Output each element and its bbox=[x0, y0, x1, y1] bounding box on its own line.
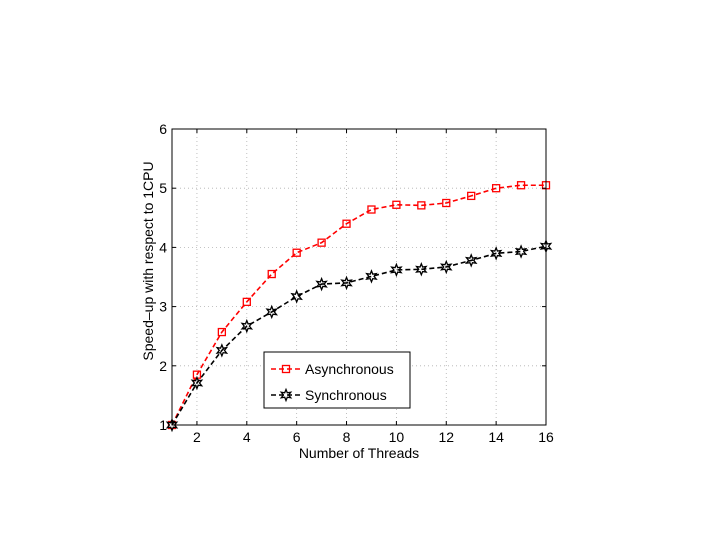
data-point bbox=[489, 246, 503, 261]
y-tick-label: 4 bbox=[159, 239, 167, 255]
x-tick-label: 10 bbox=[389, 429, 405, 445]
data-point bbox=[240, 318, 254, 334]
plot-frame bbox=[171, 128, 547, 426]
data-point bbox=[365, 269, 378, 284]
data-point bbox=[290, 289, 303, 304]
y-tick-label: 1 bbox=[159, 417, 167, 433]
data-point bbox=[467, 191, 476, 201]
data-point bbox=[317, 238, 326, 247]
data-point bbox=[390, 262, 403, 278]
data-point bbox=[464, 253, 478, 268]
series-asynchronous bbox=[167, 181, 551, 430]
data-point bbox=[217, 327, 227, 337]
legend-label: Synchronous bbox=[305, 387, 387, 403]
data-point bbox=[392, 200, 401, 209]
legend-marker bbox=[281, 364, 291, 374]
data-point bbox=[215, 343, 229, 358]
series-layer bbox=[165, 181, 553, 433]
y-tick-label: 6 bbox=[159, 121, 167, 137]
data-point bbox=[491, 184, 501, 193]
legend-item: Asynchronous bbox=[271, 361, 394, 377]
data-point bbox=[417, 201, 426, 210]
series-line bbox=[171, 184, 546, 426]
x-tick-label: 2 bbox=[193, 429, 201, 445]
data-point bbox=[439, 259, 453, 275]
x-tick-label: 16 bbox=[538, 429, 554, 445]
legend-label: Asynchronous bbox=[305, 361, 394, 377]
data-point bbox=[340, 275, 353, 291]
legend-item: Synchronous bbox=[271, 387, 387, 403]
data-point bbox=[165, 417, 179, 433]
series-line bbox=[171, 245, 547, 426]
data-point bbox=[315, 276, 328, 292]
y-tick-label: 5 bbox=[159, 180, 167, 196]
x-tick-label: 4 bbox=[243, 429, 251, 445]
data-point bbox=[267, 269, 276, 279]
data-point bbox=[190, 375, 204, 391]
x-tick-label: 14 bbox=[488, 429, 504, 445]
legend-marker bbox=[279, 387, 293, 403]
x-tick-label: 8 bbox=[343, 429, 351, 445]
y-axis-label: Speed–up with respect to 1CPU bbox=[140, 161, 156, 360]
data-point bbox=[514, 244, 528, 259]
data-point bbox=[292, 248, 301, 257]
x-tick-label: 6 bbox=[293, 429, 301, 445]
x-axis-label: Number of Threads bbox=[299, 445, 419, 461]
data-point bbox=[415, 262, 428, 277]
data-point bbox=[516, 181, 526, 190]
x-tick-label: 12 bbox=[438, 429, 454, 445]
legend-box bbox=[263, 351, 411, 409]
data-point bbox=[342, 219, 351, 228]
y-tick-label: 2 bbox=[159, 358, 167, 374]
y-tick-label: 3 bbox=[159, 299, 167, 315]
data-point bbox=[265, 304, 279, 320]
data-point bbox=[367, 205, 376, 214]
data-point bbox=[242, 297, 251, 307]
series-synchronous bbox=[165, 238, 553, 433]
legend: Asynchronous Synchronous bbox=[263, 351, 411, 409]
data-point bbox=[442, 198, 451, 208]
